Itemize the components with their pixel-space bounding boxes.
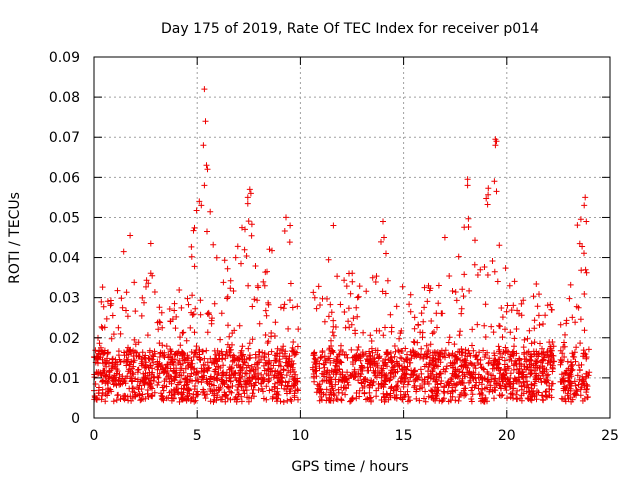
chart-title: Day 175 of 2019, Rate Of TEC Index for r… <box>161 21 539 37</box>
plot-frame <box>93 56 611 419</box>
x-tick-label: 15 <box>395 428 413 444</box>
y-tick-label: 0.01 <box>49 371 80 387</box>
y-tick-label: 0.04 <box>49 251 80 267</box>
axis-ticks: 0 0.01 0.02 0.03 0.04 0.05 0.06 0.07 0.08 0.09 0 5 1… <box>49 50 619 444</box>
y-tick-label: 0.08 <box>49 90 80 106</box>
y-axis-label: ROTI / TECUs <box>7 192 23 284</box>
x-tick-label: 10 <box>291 428 309 444</box>
x-tick-label: 25 <box>601 428 619 444</box>
x-axis-label: GPS time / hours <box>291 459 408 475</box>
y-tick-label: 0.06 <box>49 170 80 186</box>
y-tick-label: 0.03 <box>49 291 80 307</box>
roti-scatter-markers <box>91 86 593 405</box>
y-tick-label: 0.02 <box>49 331 80 347</box>
x-tick-label: 0 <box>90 428 99 444</box>
y-tick-label: 0.07 <box>49 130 80 146</box>
y-tick-label: 0.09 <box>49 50 80 66</box>
y-tick-label: 0.05 <box>49 210 80 226</box>
y-tick-label: 0 <box>71 411 80 427</box>
x-tick-label: 5 <box>193 428 202 444</box>
data-points <box>91 86 593 405</box>
x-tick-label: 20 <box>498 428 516 444</box>
